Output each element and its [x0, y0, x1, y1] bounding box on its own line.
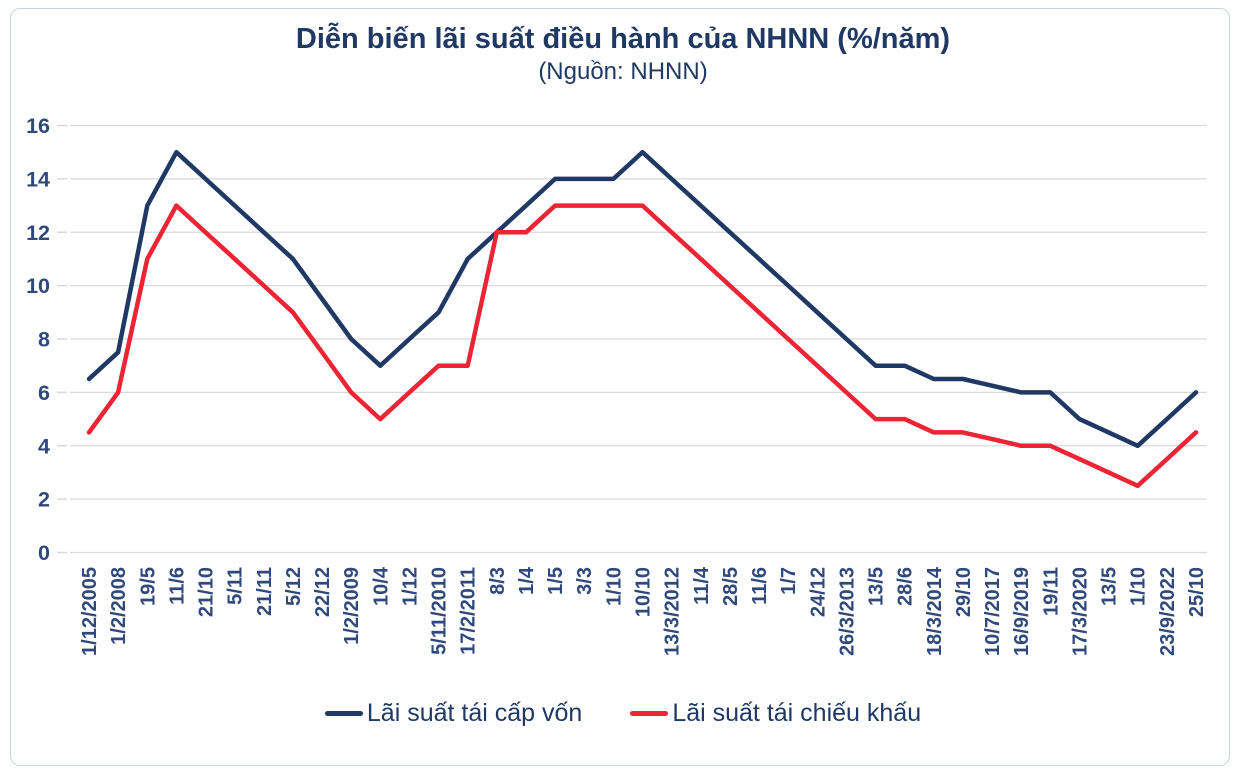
legend-item-tai-chieu-khau: Lãi suất tái chiếu khấu: [630, 699, 921, 728]
y-tick-label: 4: [38, 434, 50, 458]
legend-swatch-red: [630, 711, 669, 716]
x-tick-label: 11/4: [691, 566, 713, 605]
x-tick-label: 11/6: [166, 567, 188, 605]
x-tick-label: 24/12: [807, 567, 829, 617]
x-tick-label: 1/5: [545, 567, 567, 595]
x-tick-label: 10/10: [633, 567, 655, 617]
y-tick-label: 14: [26, 167, 50, 191]
legend-label: Lãi suất tái chiếu khấu: [672, 699, 922, 727]
chart-title: Diễn biến lãi suất điều hành của NHNN (%…: [295, 23, 951, 55]
chart-subtitle: (Nguồn: NHNN): [538, 57, 708, 85]
x-tick-label: 1/10: [1128, 567, 1150, 606]
x-tick-label: 19/11: [1040, 567, 1062, 616]
legend-label: Lãi suất tái cấp vốn: [366, 699, 583, 727]
x-tick-label: 28/6: [895, 567, 917, 606]
x-tick-label: 1/12: [399, 567, 421, 606]
x-tick-label: 19/5: [137, 567, 159, 606]
x-tick-label: 1/12/2005: [79, 567, 101, 656]
y-tick-label: 6: [38, 381, 50, 405]
x-tick-label: 22/12: [312, 567, 334, 617]
x-tick-label: 1/4: [516, 566, 538, 595]
y-tick-label: 10: [26, 274, 50, 298]
x-tick-label: 5/11/2010: [429, 567, 451, 655]
x-tick-label: 3/3: [574, 567, 596, 595]
y-tick-label: 0: [38, 541, 50, 565]
x-tick-label: 13/5: [1099, 567, 1121, 606]
x-tick-label: 17/2/2011: [458, 567, 480, 655]
x-tick-label: 26/3/2013: [836, 567, 858, 656]
legend-swatch-navy: [324, 711, 363, 716]
x-tick-label: 1/7: [778, 567, 800, 595]
x-tick-label: 25/10: [1186, 567, 1208, 617]
title-block: Diễn biến lãi suất điều hành của NHNN (%…: [0, 22, 1246, 87]
series-line-1: [86, 203, 1199, 489]
x-tick-label: 1/2/2009: [341, 567, 363, 645]
x-tick-label: 13/5: [866, 567, 888, 606]
x-tick-label: 10/7/2017: [982, 567, 1004, 656]
x-tick-label: 1/2/2008: [108, 567, 130, 645]
x-tick-label: 16/9/2019: [1011, 567, 1033, 656]
y-tick-label: 2: [38, 488, 50, 512]
x-tick-label: 5/12: [283, 567, 305, 606]
x-tick-label: 11/6: [749, 567, 771, 605]
legend: Lãi suất tái cấp vốn Lãi suất tái chiếu …: [0, 699, 1246, 728]
x-tick-label: 21/11: [254, 567, 276, 616]
x-tick-label: 23/9/2022: [1157, 567, 1179, 656]
x-tick-label: 28/5: [720, 567, 742, 606]
y-tick-label: 12: [26, 221, 50, 245]
x-tick-label: 13/3/2012: [662, 567, 684, 656]
y-tick-label: 8: [38, 328, 50, 352]
x-tick-label: 1/10: [603, 567, 625, 606]
x-tick-label: 10/4: [370, 566, 392, 606]
x-tick-label: 17/3/2020: [1069, 567, 1091, 656]
x-tick-label: 18/3/2014: [924, 566, 946, 656]
series-line-0: [86, 149, 1199, 449]
y-tick-label: 16: [26, 114, 50, 138]
legend-item-tai-cap-von: Lãi suất tái cấp vốn: [324, 699, 583, 728]
x-tick-label: 5/11: [225, 567, 247, 605]
x-tick-label: 29/10: [953, 567, 975, 617]
x-tick-label: 8/3: [487, 567, 509, 595]
x-tick-label: 21/10: [196, 567, 218, 617]
